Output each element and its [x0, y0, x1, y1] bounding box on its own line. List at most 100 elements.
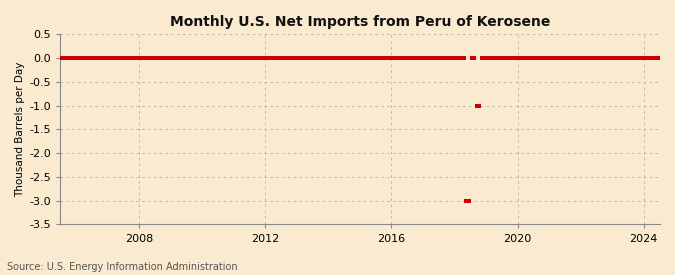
- Point: [645, 56, 656, 60]
- Point: [647, 56, 658, 60]
- Point: [403, 56, 414, 60]
- Point: [290, 56, 301, 60]
- Point: [308, 56, 319, 60]
- Point: [450, 56, 461, 60]
- Point: [361, 56, 372, 60]
- Point: [369, 56, 379, 60]
- Point: [414, 56, 425, 60]
- Point: [508, 56, 519, 60]
- Point: [242, 56, 253, 60]
- Point: [490, 56, 501, 60]
- Point: [605, 56, 616, 60]
- Point: [43, 56, 53, 60]
- Point: [303, 56, 314, 60]
- Point: [306, 56, 317, 60]
- Point: [471, 103, 482, 108]
- Point: [614, 56, 624, 60]
- Point: [529, 56, 540, 60]
- Point: [432, 56, 443, 60]
- Point: [295, 56, 306, 60]
- Point: [392, 56, 403, 60]
- Point: [209, 56, 219, 60]
- Point: [56, 56, 67, 60]
- Point: [474, 103, 485, 108]
- Point: [461, 199, 472, 203]
- Point: [206, 56, 217, 60]
- Point: [174, 56, 185, 60]
- Point: [590, 56, 601, 60]
- Point: [66, 56, 77, 60]
- Point: [282, 56, 293, 60]
- Point: [608, 56, 619, 60]
- Point: [142, 56, 153, 60]
- Point: [261, 56, 272, 60]
- Point: [232, 56, 243, 60]
- Point: [574, 56, 585, 60]
- Point: [493, 56, 504, 60]
- Point: [109, 56, 119, 60]
- Point: [101, 56, 111, 60]
- Point: [248, 56, 259, 60]
- Point: [92, 56, 103, 60]
- Point: [358, 56, 369, 60]
- Point: [456, 56, 466, 60]
- Point: [285, 56, 296, 60]
- Point: [311, 56, 322, 60]
- Point: [327, 56, 338, 60]
- Point: [348, 56, 358, 60]
- Point: [637, 56, 648, 60]
- Point: [532, 56, 543, 60]
- Point: [424, 56, 435, 60]
- Point: [180, 56, 190, 60]
- Point: [634, 56, 645, 60]
- Point: [566, 56, 577, 60]
- Y-axis label: Thousand Barrels per Day: Thousand Barrels per Day: [15, 62, 25, 197]
- Point: [85, 56, 96, 60]
- Point: [53, 56, 64, 60]
- Point: [106, 56, 117, 60]
- Point: [250, 56, 261, 60]
- Point: [597, 56, 608, 60]
- Point: [48, 56, 59, 60]
- Point: [543, 56, 554, 60]
- Point: [514, 56, 524, 60]
- Point: [211, 56, 222, 60]
- Point: [516, 56, 527, 60]
- Point: [611, 56, 622, 60]
- Point: [77, 56, 88, 60]
- Point: [545, 56, 556, 60]
- Point: [458, 56, 469, 60]
- Point: [379, 56, 390, 60]
- Point: [238, 56, 248, 60]
- Point: [487, 56, 498, 60]
- Point: [314, 56, 325, 60]
- Point: [418, 56, 429, 60]
- Point: [319, 56, 329, 60]
- Point: [338, 56, 348, 60]
- Point: [482, 56, 493, 60]
- Point: [111, 56, 122, 60]
- Point: [387, 56, 398, 60]
- Point: [124, 56, 135, 60]
- Point: [371, 56, 382, 60]
- Point: [177, 56, 188, 60]
- Point: [156, 56, 167, 60]
- Point: [59, 56, 70, 60]
- Point: [153, 56, 164, 60]
- Point: [367, 56, 377, 60]
- Point: [145, 56, 156, 60]
- Point: [445, 56, 456, 60]
- Point: [621, 56, 632, 60]
- Point: [235, 56, 246, 60]
- Point: [427, 56, 437, 60]
- Point: [564, 56, 574, 60]
- Point: [468, 56, 479, 60]
- Point: [279, 56, 290, 60]
- Point: [45, 56, 56, 60]
- Point: [395, 56, 406, 60]
- Point: [269, 56, 279, 60]
- Point: [600, 56, 611, 60]
- Point: [321, 56, 332, 60]
- Point: [400, 56, 411, 60]
- Point: [40, 56, 51, 60]
